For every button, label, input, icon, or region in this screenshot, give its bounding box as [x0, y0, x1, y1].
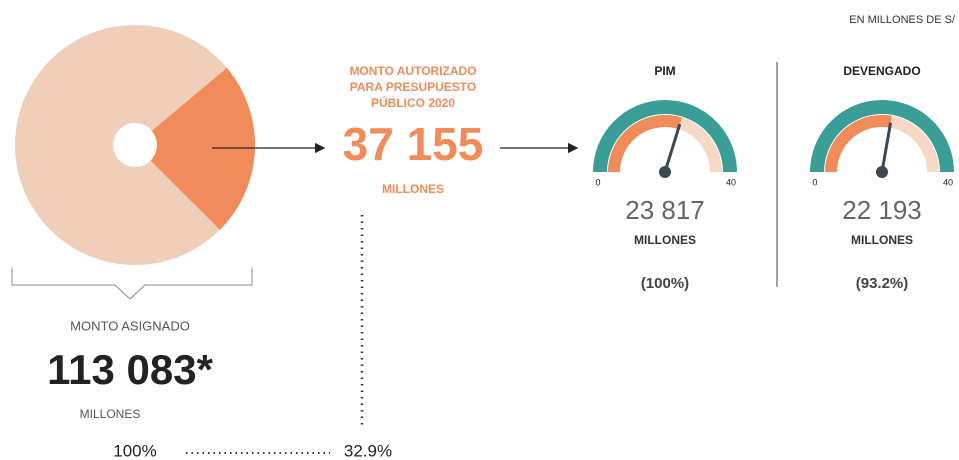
gauge-value: 23 817: [625, 195, 705, 225]
pie-hole: [113, 123, 157, 167]
gauge-max: 40: [943, 177, 953, 187]
authorized-amount: 37 155: [343, 118, 484, 170]
gauge-track: [810, 100, 954, 173]
gauge-share: (93.2%): [856, 275, 909, 292]
gauge-title: PIM: [654, 64, 675, 78]
assigned-share: 100%: [113, 441, 156, 460]
gauge-hub: [876, 166, 888, 178]
gauge-needle: [663, 123, 682, 173]
gauge-title: DEVENGADO: [843, 64, 920, 78]
gauge-hub: [659, 166, 671, 178]
bracket: [11, 268, 253, 300]
gauge-needle: [880, 122, 893, 173]
pie-slice: [135, 67, 256, 230]
assigned-unit: MILLONES: [80, 407, 141, 421]
assigned-amount: 113 083*: [47, 346, 214, 393]
authorized-share: 32.9%: [344, 441, 392, 460]
gauge-unit: MILLONES: [851, 233, 913, 247]
gauge-unit: MILLONES: [634, 233, 696, 247]
gauge-min: 0: [595, 177, 600, 187]
gauge-value: 22 193: [842, 195, 922, 225]
gauge-fill: [825, 115, 892, 173]
gauge-min: 0: [812, 177, 817, 187]
gauge-max: 40: [726, 177, 736, 187]
gauge-fill: [608, 115, 682, 173]
authorized-label: PÚBLICO 2020: [371, 95, 455, 110]
authorized-label: MONTO AUTORIZADO: [349, 64, 476, 78]
authorized-label: PARA PRESUPUESTO: [350, 80, 476, 94]
unit-note: EN MILLONES DE S/: [849, 14, 956, 26]
gauge-share: (100%): [641, 275, 689, 292]
gauge-track: [593, 100, 737, 173]
authorized-unit: MILLONES: [382, 182, 444, 196]
assigned-label: MONTO ASIGNADO: [70, 318, 190, 333]
